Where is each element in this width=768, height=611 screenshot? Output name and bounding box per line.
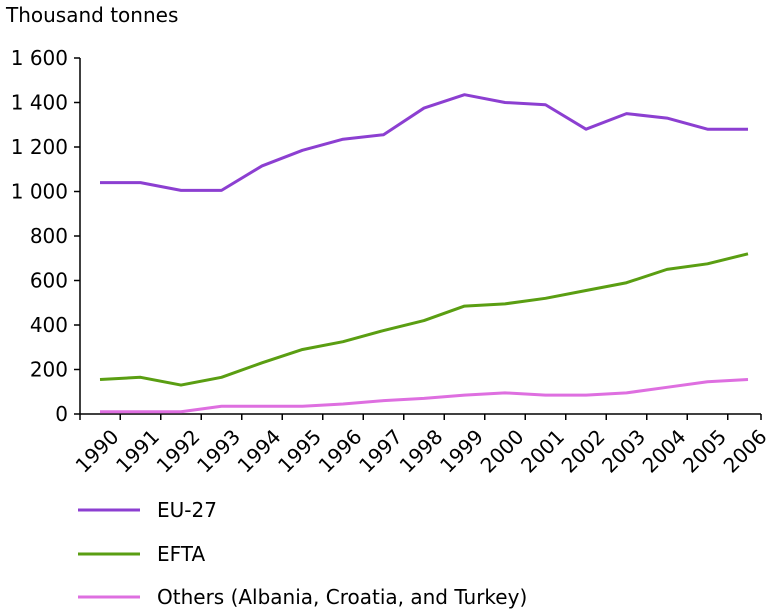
x-tick-label: 2006 <box>719 425 768 478</box>
legend-label-1: EU-27 <box>157 498 217 522</box>
x-tick-label: 1995 <box>273 425 326 478</box>
x-tick-label: 2003 <box>597 425 650 478</box>
x-tick-labels: 1990199119921993199419951996199719981999… <box>71 414 768 478</box>
y-tick-label: 1 200 <box>11 135 68 159</box>
legend-label-3: Others (Albania, Croatia, and Turkey) <box>157 585 527 609</box>
x-tick-label: 2004 <box>638 425 691 478</box>
y-tick-labels: 0 200 400 600 800 1 000 1 200 1 400 1 600 <box>11 46 80 426</box>
series-line-1 <box>100 93 748 192</box>
y-tick-label: 800 <box>30 224 68 248</box>
x-tick-label: 1998 <box>395 425 448 478</box>
legend: EU-27 EFTA Others (Albania, Croatia, and T… <box>78 498 527 609</box>
x-tick-label: 1999 <box>435 425 488 478</box>
x-tick-label: 1992 <box>152 425 205 478</box>
y-tick-label: 200 <box>30 358 68 382</box>
y-axis-label: Thousand tonnes <box>5 3 178 27</box>
y-tick-label: 1 600 <box>11 46 68 70</box>
x-tick-label: 1996 <box>314 425 367 478</box>
y-tick-label: 0 <box>55 402 68 426</box>
series-line-3 <box>100 378 749 414</box>
x-tick-label: 1991 <box>111 425 164 478</box>
y-tick-label: 1 000 <box>11 180 68 204</box>
x-tick-label: 1990 <box>71 425 124 478</box>
y-tick-label: 400 <box>30 313 68 337</box>
x-tick-label: 2000 <box>476 425 529 478</box>
y-tick-label: 600 <box>30 269 68 293</box>
x-tick-label: 2001 <box>516 425 569 478</box>
legend-label-2: EFTA <box>157 542 205 566</box>
x-tick-label: 2005 <box>678 425 731 478</box>
x-tick-label: 2002 <box>557 425 610 478</box>
x-tick-label: 1997 <box>354 425 407 478</box>
series-lines <box>99 93 749 414</box>
x-tick-label: 1993 <box>192 425 245 478</box>
x-tick-label: 1994 <box>233 425 286 478</box>
series-line-2 <box>99 252 749 387</box>
y-tick-label: 1 400 <box>11 91 68 115</box>
